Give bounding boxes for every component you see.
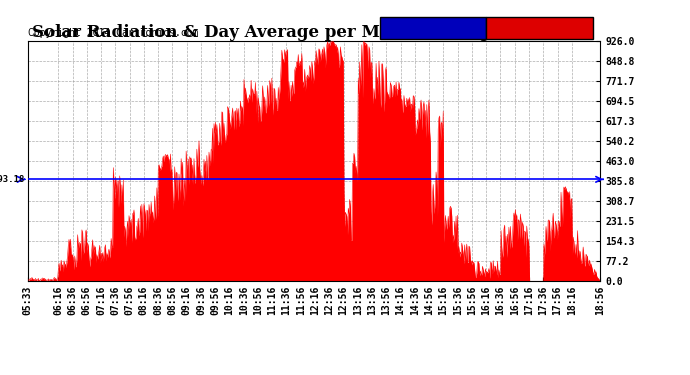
Title: Solar Radiation & Day Average per Minute  Sun Jun 1  19:05: Solar Radiation & Day Average per Minute…: [32, 24, 595, 41]
Text: Copyright 2014 Cartronics.com: Copyright 2014 Cartronics.com: [28, 28, 198, 38]
Text: Median  (w/m2): Median (w/m2): [398, 24, 468, 33]
Text: 393.18: 393.18: [0, 175, 25, 184]
Text: Radiation  (w/m2): Radiation (w/m2): [497, 24, 582, 33]
